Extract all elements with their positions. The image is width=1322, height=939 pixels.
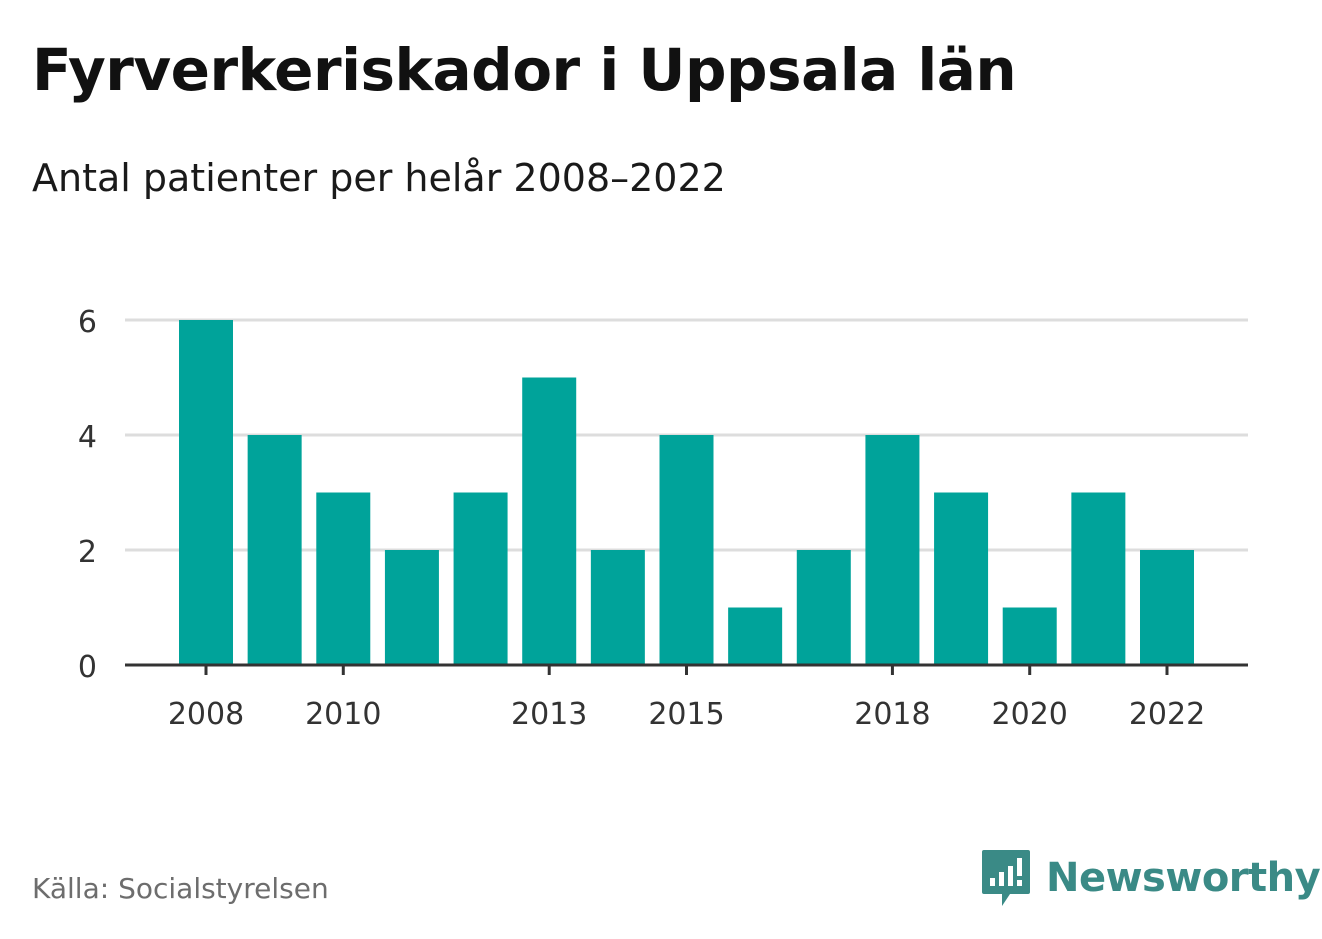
- chart-title: Fyrverkeriskador i Uppsala län: [32, 36, 1017, 104]
- x-tick-label: 2015: [648, 697, 724, 732]
- x-tick-label: 2013: [511, 697, 587, 732]
- y-tick-label: 6: [78, 305, 97, 340]
- chart-subtitle: Antal patienter per helår 2008–2022: [32, 156, 726, 200]
- bar: [316, 492, 371, 665]
- y-tick-label: 4: [78, 420, 97, 455]
- x-tick-label: 2010: [305, 697, 381, 732]
- bar: [453, 492, 508, 665]
- bar: [179, 320, 233, 665]
- source-note: Källa: Socialstyrelsen: [32, 872, 329, 905]
- x-tick-label: 2020: [992, 697, 1068, 732]
- bar: [1071, 492, 1126, 665]
- brand-name: Newsworthy: [1046, 855, 1321, 901]
- bar: [247, 435, 302, 665]
- y-tick-label: 2: [78, 535, 97, 570]
- bar: [934, 492, 989, 665]
- newsworthy-logo-icon: [982, 850, 1030, 906]
- bar: [1140, 550, 1194, 665]
- x-tick-label: 2018: [854, 697, 930, 732]
- bar: [1002, 607, 1057, 665]
- bar: [590, 550, 645, 665]
- x-tick-label: 2022: [1129, 697, 1205, 732]
- bar: [728, 607, 783, 665]
- bar: [865, 435, 920, 665]
- y-tick-label: 0: [78, 650, 97, 685]
- bar: [796, 550, 851, 665]
- bar: [522, 377, 577, 665]
- brand-logo: Newsworthy: [980, 848, 1321, 908]
- bar: [384, 550, 439, 665]
- x-tick-label: 2008: [168, 697, 244, 732]
- bar: [659, 435, 714, 665]
